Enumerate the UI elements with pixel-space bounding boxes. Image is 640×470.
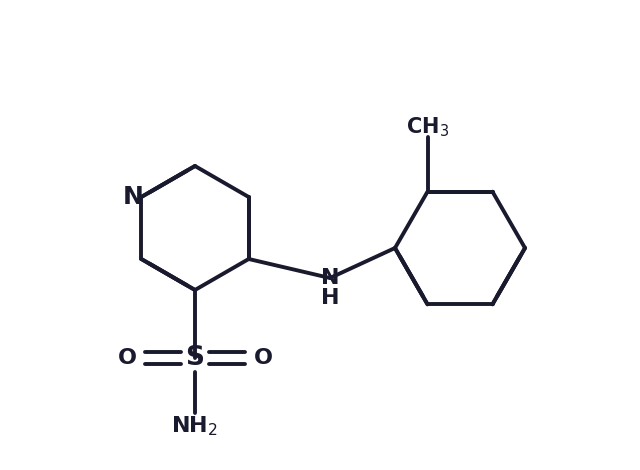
Text: N: N	[123, 185, 144, 209]
Text: S: S	[186, 345, 205, 371]
Text: H: H	[321, 288, 339, 308]
Text: N: N	[321, 268, 339, 288]
Text: O: O	[253, 348, 273, 368]
Text: CH$_3$: CH$_3$	[406, 115, 449, 139]
Text: NH$_2$: NH$_2$	[172, 414, 218, 438]
Text: O: O	[118, 348, 136, 368]
